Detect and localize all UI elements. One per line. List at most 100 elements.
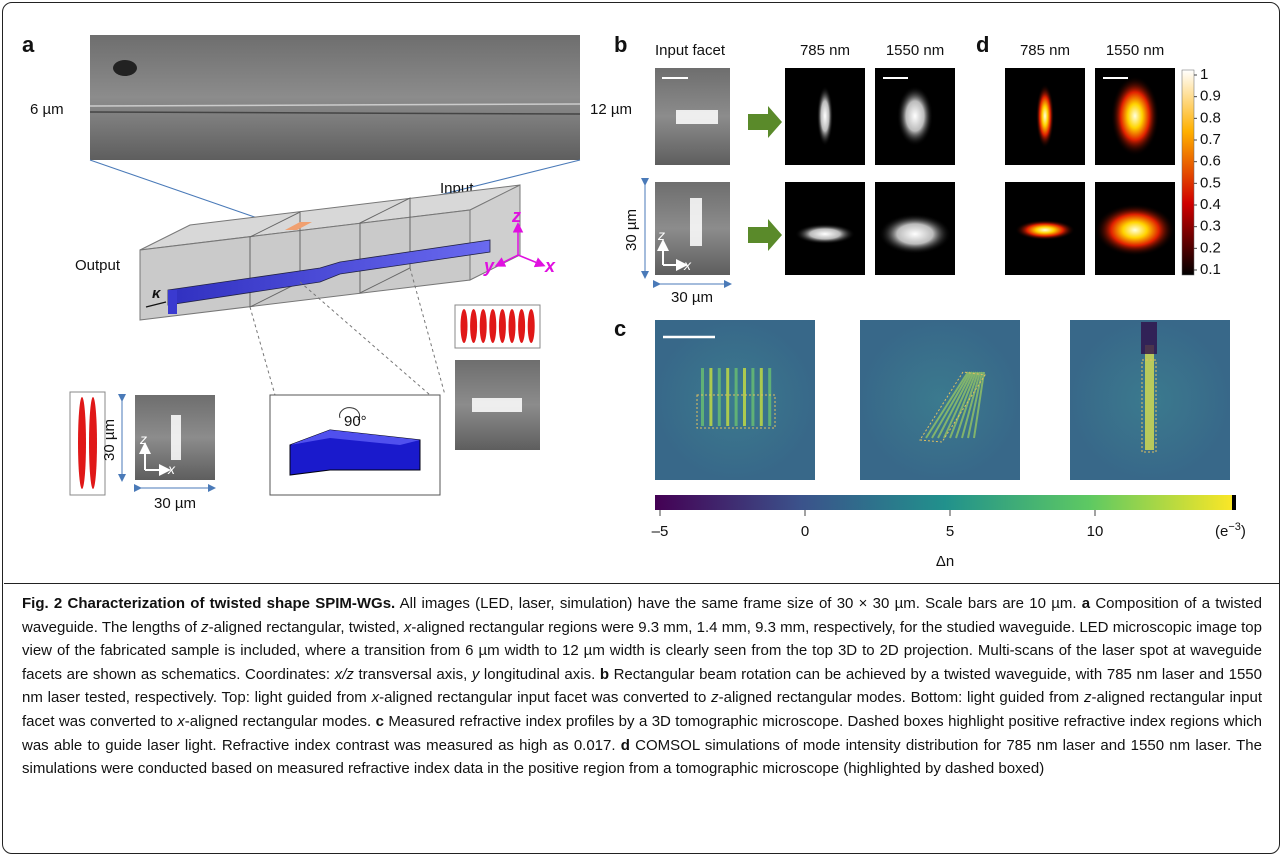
colorbar-ticks: 10.90.80.70.60.50.40.30.20.1 bbox=[1194, 66, 1221, 278]
green-arrow bbox=[748, 219, 782, 251]
stripe bbox=[1145, 345, 1154, 450]
schematic-box bbox=[70, 392, 105, 495]
rotation-label: 90° bbox=[344, 413, 367, 430]
stripe bbox=[743, 368, 746, 426]
inset-axis-label: x bbox=[683, 257, 692, 273]
axis-label: y bbox=[483, 256, 495, 276]
inset-lead bbox=[300, 282, 430, 395]
width-label: 6 µm bbox=[30, 101, 64, 118]
axis-arrow bbox=[518, 255, 540, 264]
mode-spot bbox=[1015, 220, 1075, 240]
scan-ellipse bbox=[528, 309, 535, 343]
column-header: 1550 nm bbox=[1106, 42, 1164, 59]
caption-text: All images (LED, laser, simulation) have… bbox=[395, 595, 1082, 612]
caption-panel: a bbox=[1082, 595, 1090, 612]
colorbar-tick-label: 0 bbox=[801, 523, 809, 540]
stripe bbox=[760, 368, 763, 426]
caption-panel: d bbox=[621, 737, 630, 754]
mode-spot bbox=[817, 86, 833, 146]
scan-ellipse bbox=[470, 309, 477, 343]
page: a b c d 6 µm 12 µm Input κ Output z y x … bbox=[0, 0, 1284, 858]
colorbar-tick-label: 1 bbox=[1200, 66, 1208, 83]
stripe bbox=[701, 368, 704, 426]
colorbar bbox=[655, 495, 1235, 510]
text-run: ) bbox=[1241, 523, 1246, 540]
column-header: 785 nm bbox=[1020, 42, 1070, 59]
colorbar bbox=[1182, 70, 1194, 275]
caption: Fig. 2 Characterization of twisted shape… bbox=[22, 592, 1262, 781]
column-header: 785 nm bbox=[800, 42, 850, 59]
text-run: (e bbox=[1215, 523, 1228, 540]
facet-spot bbox=[676, 110, 718, 124]
facet-spot bbox=[472, 398, 522, 412]
colorbar-tick-label: 0.3 bbox=[1200, 218, 1221, 235]
mode-spot bbox=[879, 214, 951, 254]
colorbar-tick-label: –5 bbox=[652, 523, 669, 540]
figure: a b c d 6 µm 12 µm Input κ Output z y x … bbox=[0, 0, 1284, 582]
colorbar-end bbox=[1232, 495, 1236, 510]
caption-text: longitudinal axis. bbox=[479, 666, 600, 683]
colorbar-tick-label: 0.1 bbox=[1200, 261, 1221, 278]
column-header: Input facet bbox=[655, 42, 726, 59]
mode-spot bbox=[897, 86, 933, 146]
unit-label: (e−3) bbox=[1215, 521, 1246, 540]
caption-panel: b bbox=[600, 666, 609, 683]
mode-spot bbox=[1095, 204, 1175, 256]
panel-label: a bbox=[22, 32, 35, 57]
scan-ellipse bbox=[89, 397, 97, 489]
colorbar-tick-label: 5 bbox=[946, 523, 954, 540]
caption-text: -aligned rectangular input facet was con… bbox=[379, 689, 711, 706]
inset-lead bbox=[410, 268, 445, 395]
stripe bbox=[726, 368, 729, 426]
scan-ellipse bbox=[499, 309, 506, 343]
output-label: Output bbox=[75, 257, 121, 274]
panel-label: b bbox=[614, 32, 627, 57]
scale-label: 30 µm bbox=[154, 495, 196, 512]
colorbar-tick-label: 10 bbox=[1087, 523, 1104, 540]
colorbar-ticks: –5 0 5 10 bbox=[652, 510, 1104, 540]
colorbar-tick-label: 0.2 bbox=[1200, 239, 1221, 256]
scan-ellipse bbox=[509, 309, 516, 343]
scan-ellipse bbox=[489, 309, 496, 343]
mode-spot bbox=[795, 224, 855, 244]
scale-label: 30 µm bbox=[671, 289, 713, 306]
index-image bbox=[860, 320, 1020, 480]
caption-italic: z bbox=[711, 689, 719, 706]
inset-axis-label: z bbox=[657, 227, 665, 243]
panel-label: c bbox=[614, 316, 626, 341]
stripe bbox=[1141, 322, 1157, 354]
column-header: 1550 nm bbox=[886, 42, 944, 59]
stripe bbox=[751, 368, 754, 426]
caption-italic: x/z bbox=[335, 666, 354, 683]
scale-label: 30 µm bbox=[623, 209, 640, 251]
waveguide-end bbox=[168, 290, 177, 314]
colorbar-label: Δn bbox=[936, 553, 954, 570]
caption-italic: z bbox=[201, 619, 209, 636]
colorbar-tick-label: 0.8 bbox=[1200, 109, 1221, 126]
caption-panel: c bbox=[376, 713, 384, 730]
facet-spot bbox=[171, 415, 181, 460]
scan-ellipse bbox=[78, 397, 86, 489]
colorbar-tick-label: 0.9 bbox=[1200, 88, 1221, 105]
scale-label: 30 µm bbox=[101, 419, 118, 461]
stripe bbox=[718, 368, 721, 426]
led-image bbox=[90, 35, 580, 160]
inset-axis-label: x bbox=[167, 461, 176, 477]
facet-spot bbox=[690, 198, 702, 246]
divider bbox=[4, 583, 1280, 584]
colorbar-tick-label: 0.4 bbox=[1200, 196, 1221, 213]
width-label: 12 µm bbox=[590, 101, 632, 118]
mode-spot bbox=[1111, 76, 1159, 156]
axis-label: x bbox=[544, 256, 556, 276]
mode-spot bbox=[1036, 84, 1054, 148]
inset-lead bbox=[250, 307, 275, 395]
caption-text: -aligned rectangular modes. bbox=[185, 713, 376, 730]
caption-title: Fig. 2 Characterization of twisted shape… bbox=[22, 595, 395, 612]
axis-label: z bbox=[511, 206, 521, 226]
colorbar-tick-label: 0.7 bbox=[1200, 131, 1221, 148]
caption-text: -aligned rectangular modes. Bottom: ligh… bbox=[719, 689, 1084, 706]
inset-axis-label: z bbox=[139, 431, 147, 447]
stripe bbox=[709, 368, 712, 426]
stripe bbox=[768, 368, 771, 426]
stripe bbox=[735, 368, 738, 426]
